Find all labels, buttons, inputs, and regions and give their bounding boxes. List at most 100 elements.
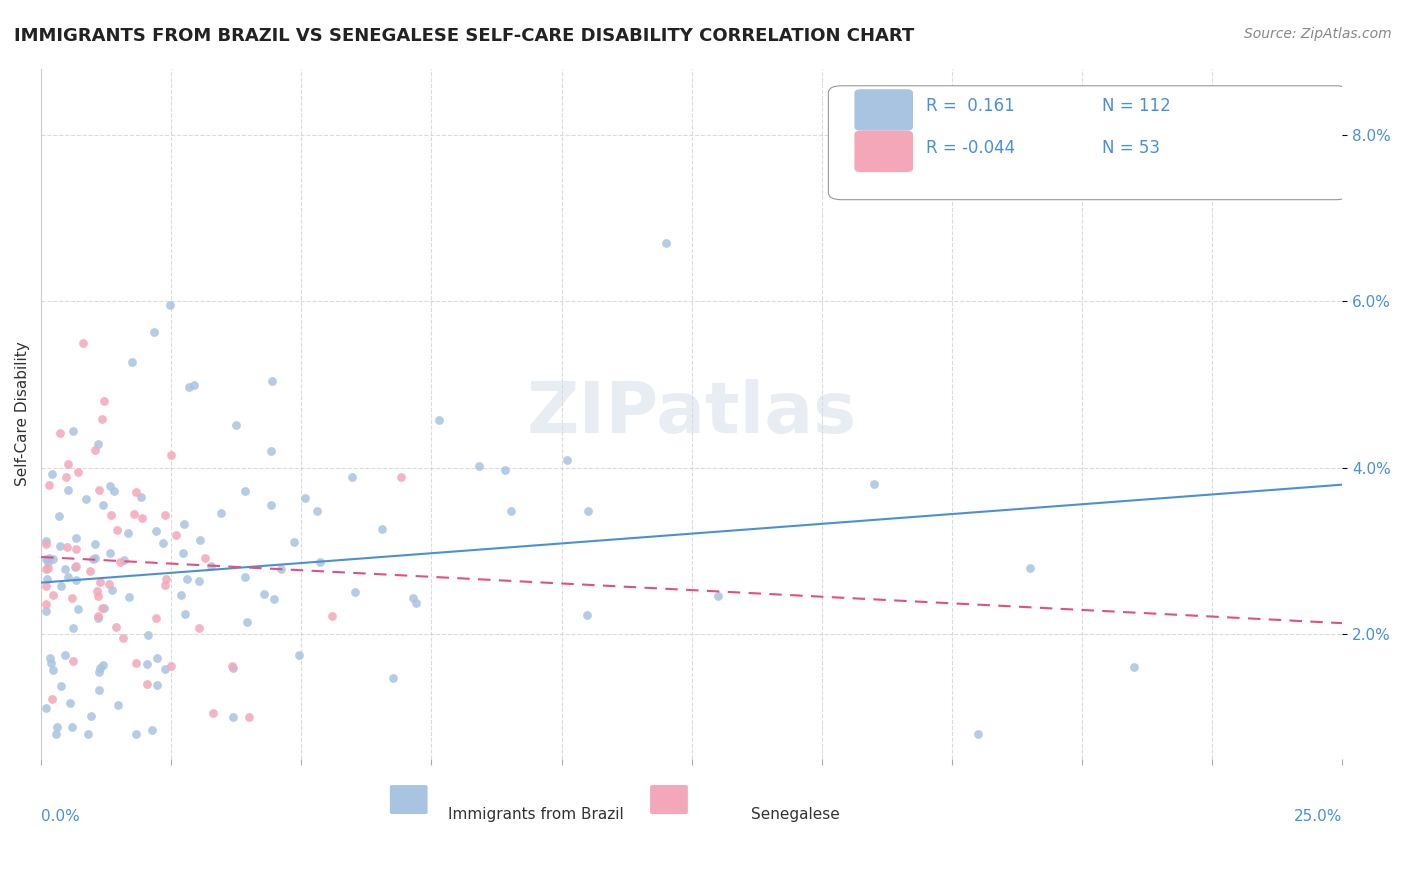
Point — [35, 604, 58, 618]
Point — [575, 607, 598, 622]
Point — [76, 727, 98, 741]
Point — [66, 465, 89, 479]
Point — [136, 657, 159, 672]
Point — [105, 523, 128, 537]
Point — [35, 579, 58, 593]
Point — [159, 298, 181, 312]
Point — [112, 631, 135, 645]
Point — [427, 413, 450, 427]
FancyBboxPatch shape — [389, 785, 427, 814]
Point — [90, 600, 112, 615]
Point — [39, 651, 62, 665]
Point — [117, 525, 139, 540]
Point — [65, 558, 87, 573]
Point — [87, 483, 110, 497]
Point — [46, 721, 69, 735]
Point — [79, 564, 101, 578]
Text: R = -0.044: R = -0.044 — [927, 139, 1015, 157]
Point — [145, 524, 167, 538]
Point — [183, 378, 205, 392]
Point — [35, 534, 58, 549]
Text: R =  0.161: R = 0.161 — [927, 97, 1015, 115]
Point — [576, 503, 599, 517]
Point — [42, 588, 65, 602]
Point — [145, 678, 167, 692]
Point — [221, 658, 243, 673]
Point — [294, 491, 316, 506]
Point — [654, 236, 676, 251]
Point — [84, 551, 107, 566]
Point — [37, 561, 59, 575]
Point — [155, 572, 177, 586]
Point — [389, 470, 412, 484]
Point — [100, 479, 122, 493]
Point — [87, 436, 110, 450]
Y-axis label: Self-Care Disability: Self-Care Disability — [15, 342, 30, 486]
Point — [495, 462, 517, 476]
Text: IMMIGRANTS FROM BRAZIL VS SENEGALESE SELF-CARE DISABILITY CORRELATION CHART: IMMIGRANTS FROM BRAZIL VS SENEGALESE SEL… — [14, 27, 914, 45]
Point — [58, 457, 80, 471]
Point — [100, 508, 122, 522]
Point — [89, 665, 111, 680]
Point — [222, 661, 245, 675]
Point — [305, 503, 328, 517]
Point — [129, 490, 152, 504]
Point — [51, 679, 73, 693]
Point — [153, 662, 176, 676]
Point — [84, 443, 107, 458]
Point — [35, 536, 58, 550]
Point — [340, 470, 363, 484]
Point — [136, 628, 159, 642]
Point — [104, 620, 127, 634]
Point — [253, 587, 276, 601]
Point — [62, 621, 84, 635]
Point — [53, 562, 76, 576]
Point — [260, 498, 283, 512]
Point — [1019, 560, 1042, 574]
Point — [35, 700, 58, 714]
Point — [165, 528, 187, 542]
Point — [863, 477, 886, 491]
Point — [45, 727, 67, 741]
FancyBboxPatch shape — [650, 785, 688, 814]
Point — [87, 611, 110, 625]
Point — [62, 653, 84, 667]
Point — [35, 572, 58, 586]
Point — [55, 470, 77, 484]
Point — [235, 615, 257, 630]
Point — [124, 656, 146, 670]
Point — [152, 536, 174, 550]
Point — [65, 541, 87, 556]
Point — [176, 572, 198, 586]
Point — [131, 511, 153, 525]
Point — [107, 698, 129, 713]
Text: N = 53: N = 53 — [1102, 139, 1160, 157]
Point — [83, 536, 105, 550]
Point — [200, 559, 222, 574]
Point — [170, 588, 193, 602]
Point — [63, 560, 86, 574]
FancyBboxPatch shape — [855, 89, 912, 130]
Point — [37, 556, 59, 570]
Point — [67, 602, 90, 616]
Point — [82, 552, 104, 566]
Point — [62, 720, 84, 734]
Point — [321, 608, 343, 623]
Point — [101, 582, 124, 597]
Point — [56, 540, 79, 554]
Point — [707, 589, 730, 603]
Point — [222, 710, 245, 724]
Text: 25.0%: 25.0% — [1294, 809, 1343, 823]
Point — [145, 611, 167, 625]
Point — [56, 570, 79, 584]
Point — [42, 551, 65, 566]
Point — [141, 723, 163, 737]
Point — [146, 651, 169, 665]
Point — [153, 508, 176, 522]
Point — [42, 663, 65, 677]
Text: 0.0%: 0.0% — [41, 809, 80, 823]
Text: ZIPatlas: ZIPatlas — [527, 379, 856, 448]
Point — [135, 677, 157, 691]
Point — [48, 509, 70, 524]
Point — [125, 485, 148, 500]
